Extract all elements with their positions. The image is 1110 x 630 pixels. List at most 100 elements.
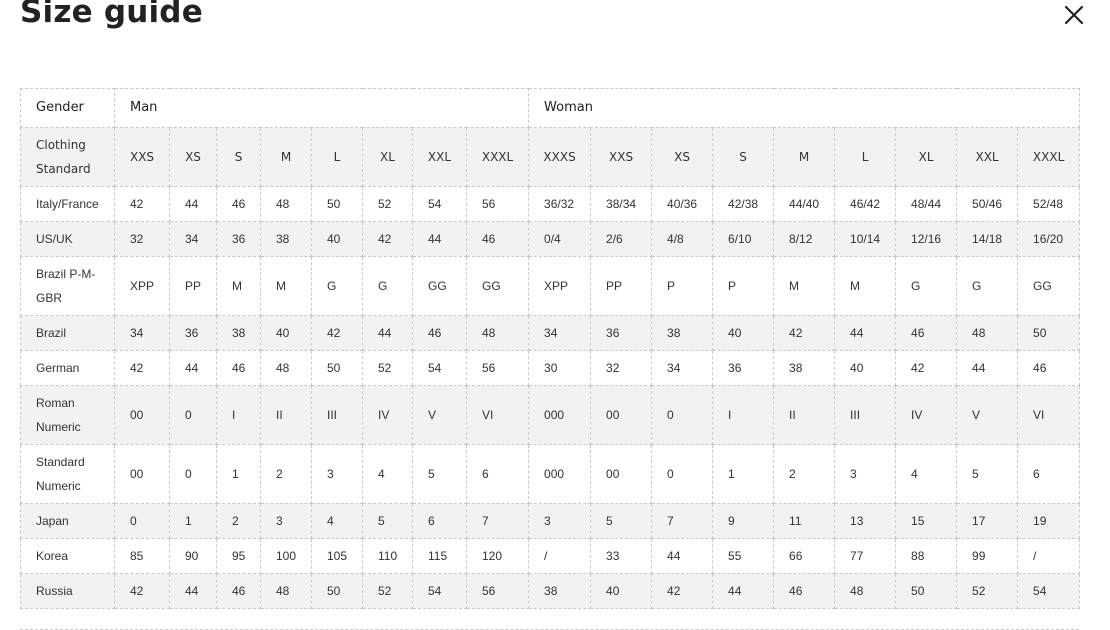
size-cell: 46 [895, 315, 958, 351]
size-cell: 50 [1017, 315, 1081, 351]
size-cell: XPP [114, 256, 170, 316]
size-cell: II [260, 385, 312, 445]
size-cell: 46 [412, 315, 467, 351]
size-header: L [311, 127, 363, 187]
size-cell: 000 [528, 385, 592, 445]
size-cell: 33 [590, 538, 653, 574]
size-cell: 110 [362, 538, 413, 574]
size-cell: GG [412, 256, 467, 316]
size-cell: P [712, 256, 775, 316]
size-cell: 7 [651, 503, 714, 539]
size-cell: 40/36 [651, 186, 714, 222]
size-header: XXXL [1017, 127, 1081, 187]
size-cell: 50 [311, 186, 363, 222]
table-row: Brazil 34 36 38 40 42 44 46 48 34 36 38 40 42 44 46 48 50 [20, 315, 1081, 351]
size-cell: 10/14 [834, 221, 897, 257]
size-cell: 44/40 [773, 186, 836, 222]
size-cell: 88 [895, 538, 958, 574]
size-header: XXL [412, 127, 467, 187]
size-cell: 56 [465, 573, 530, 609]
row-label: US/UK [20, 221, 115, 257]
size-cell: 48 [260, 573, 312, 609]
size-cell: 38/34 [590, 186, 653, 222]
size-cell: 2/6 [590, 221, 653, 257]
size-cell: 50 [895, 573, 958, 609]
row-label: Japan [20, 503, 115, 539]
size-cell: 32 [114, 221, 170, 257]
row-label: Brazil P-M-GBR [20, 256, 115, 316]
size-cell: 105 [311, 538, 363, 574]
size-cell: 48 [260, 186, 312, 222]
size-cell: 46 [773, 573, 836, 609]
size-cell: 13 [834, 503, 897, 539]
size-cell: 36 [216, 221, 261, 257]
row-label: Korea [20, 538, 115, 574]
size-cell: 3 [834, 444, 897, 504]
size-cell: 38 [773, 350, 836, 386]
size-cell: 115 [412, 538, 467, 574]
size-cell: 34 [528, 315, 592, 351]
size-cell: 36 [712, 350, 775, 386]
size-cell: G [956, 256, 1019, 316]
size-cell: 52 [362, 350, 413, 386]
size-cell: 0 [169, 385, 217, 445]
size-header: M [773, 127, 836, 187]
size-cell: 54 [412, 573, 467, 609]
size-cell: 44 [712, 573, 775, 609]
size-cell: 48 [260, 350, 312, 386]
size-cell: 4 [895, 444, 958, 504]
size-cell: 42 [362, 221, 413, 257]
row-label: Italy/France [20, 186, 115, 222]
size-cell: 5 [590, 503, 653, 539]
size-cell: III [311, 385, 363, 445]
size-cell: 48/44 [895, 186, 958, 222]
table-row: Korea 85 90 95 100 105 110 115 120/33 44 55 66 77 88 9… [20, 538, 1081, 574]
size-cell: 44 [169, 186, 217, 222]
size-cell: 42 [114, 573, 170, 609]
size-cell: 46 [216, 573, 261, 609]
size-header: XXL [956, 127, 1019, 187]
size-cell: 40 [834, 350, 897, 386]
size-cell: 54 [412, 350, 467, 386]
size-cell: 36 [169, 315, 217, 351]
size-cell: IV [895, 385, 958, 445]
size-guide-table: Gender Man Woman Clothing Standard XXS XS… [20, 88, 1081, 609]
row-label: Standard Numeric [20, 444, 115, 504]
size-cell: 44 [362, 315, 413, 351]
size-cell: 38 [260, 221, 312, 257]
size-cell: 66 [773, 538, 836, 574]
size-header: XXS [114, 127, 170, 187]
size-cell: 3 [311, 444, 363, 504]
size-cell: P [651, 256, 714, 316]
size-cell: 15 [895, 503, 958, 539]
size-cell: 54 [412, 186, 467, 222]
size-header: S [712, 127, 775, 187]
size-cell: 4/8 [651, 221, 714, 257]
size-cell: 0 [651, 385, 714, 445]
row-label: Brazil [20, 315, 115, 351]
row-label: Roman Numeric [20, 385, 115, 445]
size-header: XXS [590, 127, 653, 187]
close-icon [1064, 5, 1084, 25]
size-cell: 46 [216, 186, 261, 222]
size-cell: 36 [590, 315, 653, 351]
size-cell: 30 [528, 350, 592, 386]
size-cell: M [216, 256, 261, 316]
size-cell: 000 [528, 444, 592, 504]
size-cell: PP [169, 256, 217, 316]
size-cell: 34 [651, 350, 714, 386]
close-button[interactable] [1062, 3, 1086, 27]
size-cell: 6 [412, 503, 467, 539]
size-cell: PP [590, 256, 653, 316]
size-cell: 00 [114, 444, 170, 504]
gender-row: Gender Man Woman [20, 88, 1081, 128]
size-cell: 46/42 [834, 186, 897, 222]
size-cell: M [773, 256, 836, 316]
size-header: L [834, 127, 897, 187]
size-cell: III [834, 385, 897, 445]
size-cell: IV [362, 385, 413, 445]
size-cell: 7 [465, 503, 530, 539]
size-cell: II [773, 385, 836, 445]
size-cell: 0 [651, 444, 714, 504]
size-cell: 77 [834, 538, 897, 574]
